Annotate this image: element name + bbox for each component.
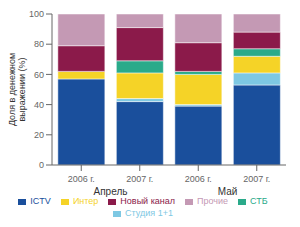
- svg-text:Май: Май: [218, 186, 238, 197]
- html-text:Интер: Интер: [72, 196, 99, 206]
- html-text:Студия 1+1: Студия 1+1: [125, 208, 173, 218]
- svg-text:20: 20: [34, 130, 44, 140]
- svg-text:0: 0: [39, 160, 44, 170]
- svg-text:40: 40: [34, 100, 44, 110]
- svg-text:Апрель: Апрель: [94, 186, 128, 197]
- svg-text:2007 г.: 2007 г.: [243, 174, 270, 184]
- svg-text:2007 г.: 2007 г.: [126, 174, 153, 184]
- svg-text:100: 100: [29, 9, 44, 19]
- svg-text:2006 г.: 2006 г.: [185, 174, 212, 184]
- html-text:СТБ: СТБ: [250, 196, 268, 206]
- html-text:Прочие: Прочие: [197, 196, 228, 206]
- svg-text:Доля в денежномвыражении (%): Доля в денежномвыражении (%): [8, 53, 27, 126]
- svg-text:80: 80: [34, 39, 44, 49]
- svg-text:60: 60: [34, 70, 44, 80]
- html-text:ICTV: ICTV: [30, 196, 51, 206]
- html-text:Новый канал: Новый канал: [120, 196, 175, 206]
- svg-text:2006 г.: 2006 г.: [68, 174, 95, 184]
